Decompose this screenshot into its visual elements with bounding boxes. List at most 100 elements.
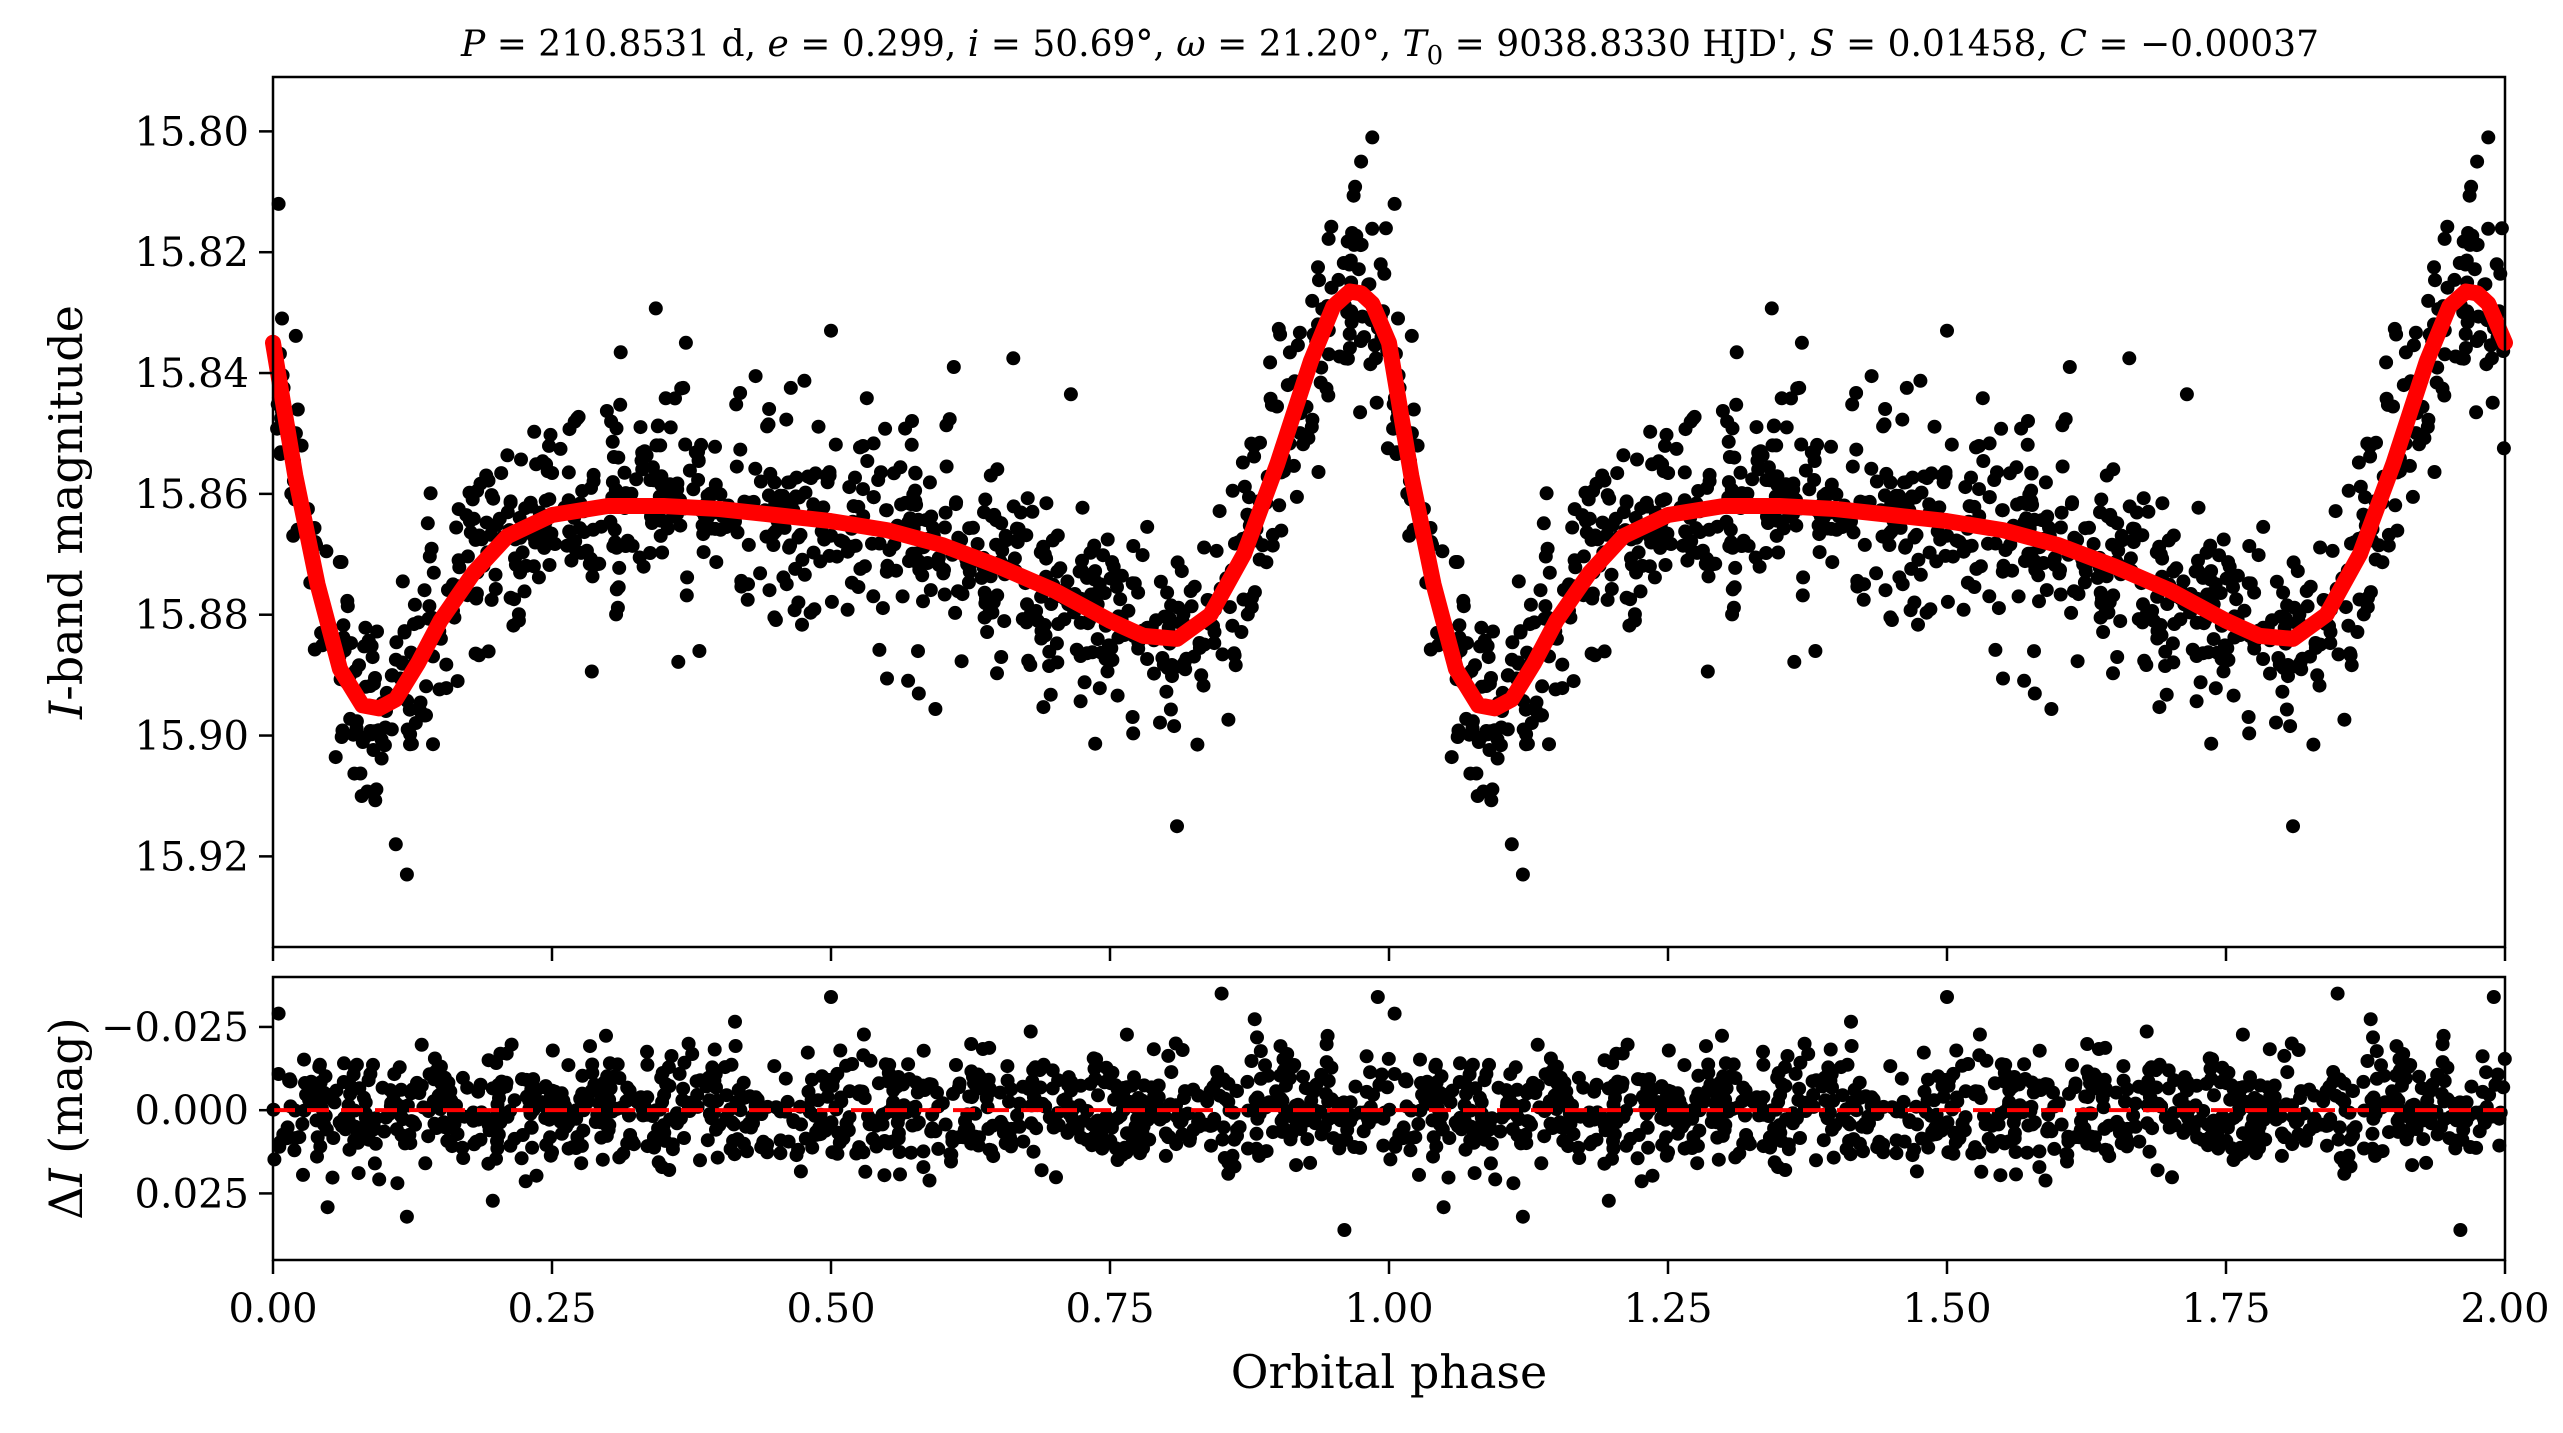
- observation-point: [1669, 441, 1684, 456]
- residual-point: [858, 1164, 873, 1179]
- residual-point: [1262, 1095, 1277, 1110]
- residual-point: [1387, 1006, 1402, 1021]
- observation-point: [2454, 351, 2469, 366]
- residual-point: [366, 1119, 381, 1134]
- observation-point: [824, 323, 838, 338]
- residual-point: [607, 1069, 622, 1084]
- observation-point: [1627, 607, 1642, 622]
- residual-point: [1634, 1174, 1649, 1189]
- observation-point: [1581, 492, 1596, 507]
- observation-point: [2226, 688, 2241, 703]
- residual-point: [1287, 1058, 1302, 1072]
- observation-point: [2155, 496, 2170, 511]
- residual-point: [1216, 1120, 1231, 1135]
- residual-point: [1443, 1095, 1458, 1110]
- observation-point: [954, 654, 969, 669]
- residual-point: [2385, 1084, 2400, 1099]
- residual-point: [379, 1110, 393, 1125]
- residual-point: [1186, 1123, 1201, 1137]
- observation-point: [344, 636, 358, 651]
- residual-point: [1781, 1137, 1796, 1152]
- residual-point: [2096, 1100, 2111, 1115]
- observation-point: [1083, 545, 1098, 560]
- observation-point: [2452, 256, 2467, 270]
- residual-point: [2032, 1160, 2047, 1175]
- bottom-x-ticks: 0.00 0.25 0.50 0.75 1.00 1.25 1.50 1.75 2.00: [228, 1260, 2550, 1332]
- observation-point: [2122, 351, 2137, 366]
- residual-point: [863, 1053, 878, 1068]
- observation-point: [674, 381, 689, 396]
- residual-point: [437, 1120, 452, 1135]
- observation-point: [1153, 715, 1167, 730]
- observation-point: [1540, 541, 1555, 556]
- observation-point: [1235, 455, 1250, 470]
- residual-point: [1151, 1078, 1166, 1093]
- residual-point: [295, 1117, 310, 1131]
- residual-point: [2116, 1059, 2131, 1074]
- residual-point: [1016, 1134, 1031, 1149]
- observation-point: [1647, 570, 1662, 585]
- observation-point: [1305, 293, 1320, 308]
- residual-point: [972, 1069, 987, 1084]
- residual-point: [1177, 1091, 1191, 1105]
- residual-point: [2040, 1124, 2055, 1139]
- observation-point: [983, 468, 998, 483]
- residuals-panel: −0.025 0.000 0.025 0.00 0.25 0.50 0.75 1.00 1.2…: [39, 975, 2550, 1399]
- observation-point: [848, 538, 863, 553]
- residual-point: [1463, 1119, 1478, 1134]
- residual-point: [654, 1070, 669, 1085]
- residual-point: [1823, 1042, 1838, 1057]
- observation-point: [783, 380, 798, 395]
- residual-point: [2396, 1047, 2411, 1061]
- observation-point: [1247, 585, 1262, 600]
- residual-point: [781, 1134, 796, 1149]
- residual-point: [980, 1100, 995, 1115]
- observation-point: [2159, 687, 2174, 702]
- residual-point: [856, 1145, 871, 1160]
- observation-point: [924, 509, 939, 524]
- residual-point: [390, 1176, 405, 1191]
- observation-point: [1856, 592, 1871, 607]
- observation-point: [1664, 537, 1678, 551]
- observation-point: [1904, 489, 1919, 504]
- observation-point: [1616, 448, 1631, 463]
- observation-point: [1324, 219, 1339, 234]
- observation-point: [1481, 650, 1496, 665]
- residual-point: [619, 1094, 634, 1109]
- residual-point: [2382, 1125, 2396, 1140]
- residual-point: [1161, 1048, 1176, 1063]
- residual-point: [704, 1111, 719, 1126]
- observation-point: [1228, 658, 1243, 673]
- residual-point: [561, 1058, 576, 1073]
- residual-point: [728, 1014, 742, 1029]
- y-tick-label: 15.90: [134, 714, 249, 760]
- residual-point: [640, 1044, 654, 1059]
- residual-point: [320, 1200, 335, 1215]
- observation-point: [2185, 642, 2200, 657]
- residual-point: [515, 1128, 530, 1142]
- observation-point: [2460, 304, 2475, 319]
- observation-point: [1087, 572, 1102, 587]
- residual-point: [1023, 1024, 1038, 1039]
- residual-point: [1692, 1123, 1707, 1138]
- residual-point: [804, 1093, 819, 1108]
- observation-point: [2077, 575, 2092, 590]
- residual-point: [620, 1080, 635, 1095]
- observation-point: [1976, 454, 1991, 468]
- observation-point: [797, 373, 812, 388]
- residual-point: [514, 1151, 529, 1166]
- observation-point: [1069, 642, 1084, 657]
- observation-point: [1304, 420, 1319, 434]
- observation-point: [1274, 523, 1289, 538]
- residual-point: [595, 1152, 610, 1167]
- observation-point: [951, 584, 965, 599]
- x-tick-label: 0.00: [228, 1286, 317, 1332]
- observation-point: [1253, 435, 1267, 450]
- residual-point: [492, 1091, 506, 1106]
- residual-point: [1806, 1087, 1821, 1102]
- residual-point: [414, 1037, 429, 1052]
- residual-point: [1700, 1083, 1715, 1098]
- residual-point: [1742, 1137, 1757, 1152]
- residual-point: [594, 1130, 609, 1145]
- residual-point: [507, 1093, 522, 1108]
